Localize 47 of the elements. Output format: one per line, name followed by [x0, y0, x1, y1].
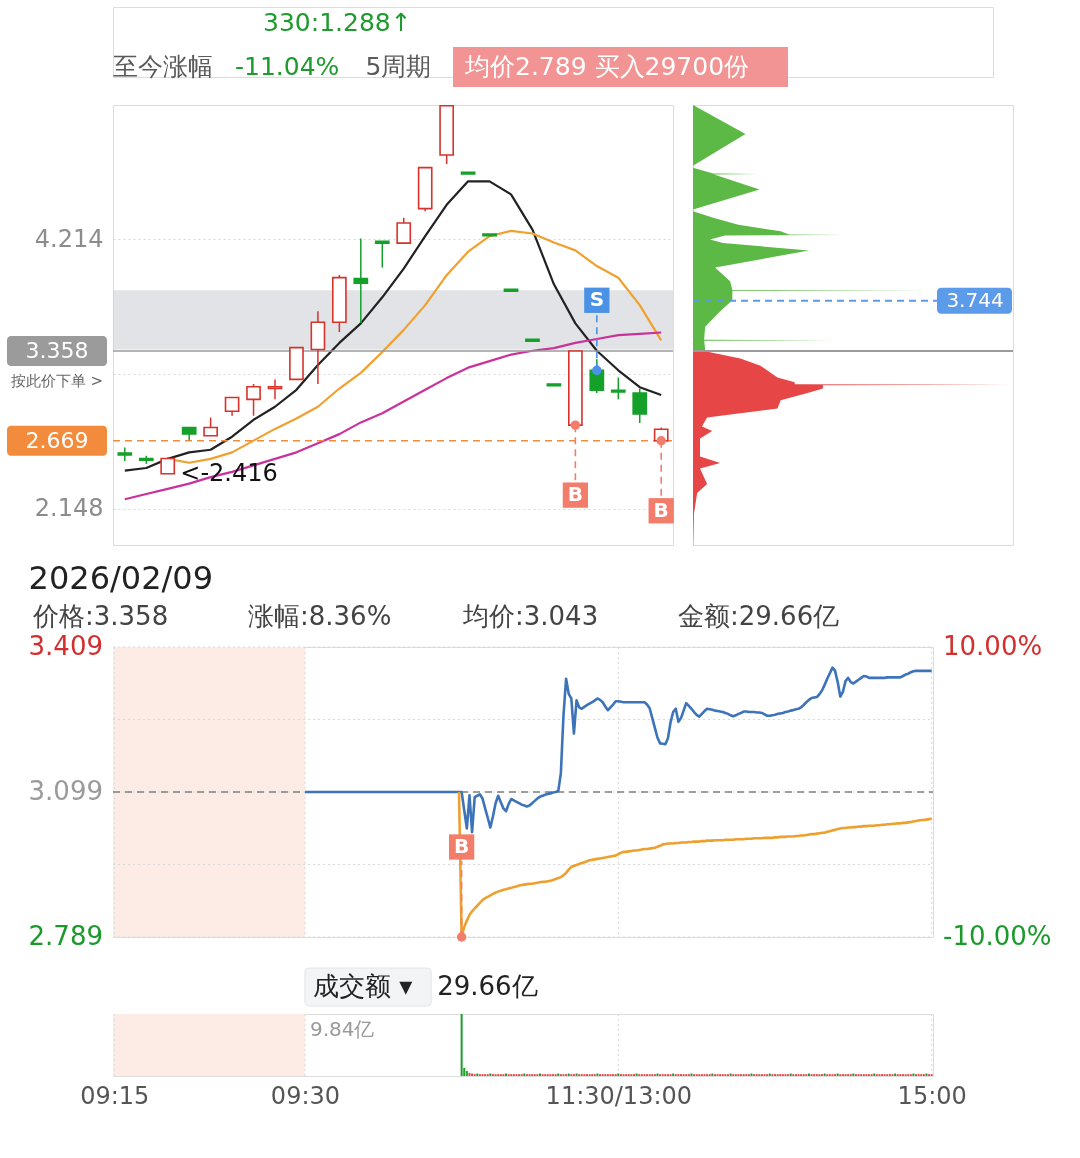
candlestick — [246, 383, 261, 417]
y-tick-label: 4.214 — [34, 224, 104, 253]
candlestick — [203, 416, 218, 437]
text: B — [653, 497, 669, 522]
y-tick-label: 2.148 — [34, 494, 104, 523]
y-tick-label: 2.789 — [28, 921, 103, 951]
text: S — [589, 287, 605, 312]
x-tick-label: 15:00 — [897, 1081, 967, 1110]
x-tick-label: 09:15 — [80, 1081, 150, 1110]
candlestick — [117, 446, 133, 462]
text: B — [567, 482, 583, 507]
line-series — [303, 666, 933, 834]
ref-line-label: 2.669 — [25, 427, 89, 453]
point — [592, 365, 602, 376]
annotation: 9.84亿 — [309, 1017, 375, 1041]
y-tick-label: 3.099 — [28, 776, 103, 806]
y2-tick-label: 10.00% — [943, 631, 1043, 661]
text: B — [454, 834, 470, 858]
text: 29.66亿 — [437, 971, 538, 1001]
text: 均价2.789 买入29700份 — [464, 52, 750, 81]
candlestick — [224, 396, 240, 417]
text: 5周期 — [365, 52, 432, 81]
y-tick-label: 3.409 — [28, 631, 103, 661]
chart-title: 2026/02/09 — [28, 559, 213, 597]
candlestick — [396, 216, 412, 244]
text: 均价:3.043 — [462, 601, 599, 631]
text: 按此价下单 > — [10, 371, 104, 390]
ref-line-label: 3.358 — [25, 337, 89, 363]
candlestick — [632, 387, 648, 424]
text: -11.04% — [235, 52, 340, 81]
point — [656, 436, 666, 446]
x-tick-label: 11:30/13:00 — [545, 1081, 693, 1110]
text: 金额:29.66亿 — [678, 601, 840, 631]
candlestick — [353, 237, 369, 324]
chart-title: 成交额 ▾ — [312, 971, 413, 1001]
candlestick — [610, 376, 626, 401]
point — [570, 420, 581, 430]
bar — [460, 1014, 463, 1076]
text: 涨幅:8.36% — [248, 601, 392, 631]
y2-tick-label: -10.00% — [943, 921, 1052, 951]
text: 至今涨幅 — [113, 52, 213, 81]
ref-line-label: 3.744 — [946, 287, 1004, 312]
candlestick — [374, 240, 390, 269]
text: 价格:3.358 — [32, 601, 169, 631]
text: 330:1.288↑ — [263, 8, 412, 37]
x-tick-label: 09:30 — [270, 1081, 341, 1110]
line-series — [123, 331, 663, 501]
